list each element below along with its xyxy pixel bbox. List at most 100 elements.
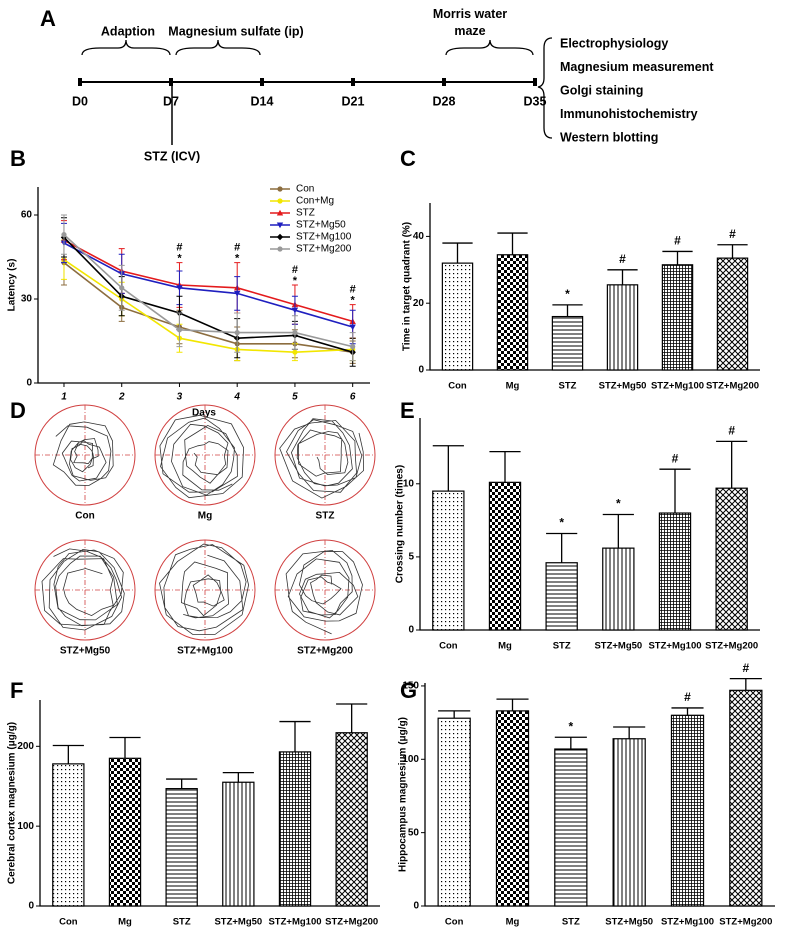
x-tick-label: STZ+Mg200 (325, 917, 378, 928)
day-label: D14 (251, 94, 274, 108)
series-line (63, 239, 353, 323)
marker (292, 330, 298, 336)
bar (335, 732, 368, 907)
swim-track (285, 549, 363, 635)
x-tick-label: 2 (118, 392, 125, 403)
track-label: STZ (316, 511, 335, 522)
significance: * (235, 253, 240, 265)
y-tick-label: 5 (408, 552, 414, 563)
x-tick-label: Con (448, 381, 467, 392)
panel-letter: A (40, 6, 56, 31)
x-tick-label: STZ+Mg50 (599, 381, 647, 392)
x-tick-label: STZ+Mg100 (651, 381, 704, 392)
bar (441, 262, 474, 371)
bar (165, 788, 198, 907)
day-label: D7 (163, 94, 179, 108)
x-tick-label: STZ (559, 381, 577, 392)
marker (276, 222, 284, 229)
day-tick (78, 78, 82, 86)
y-tick-label: 0 (26, 378, 32, 389)
significance: * (351, 295, 356, 307)
y-axis-label: Latency (s) (7, 259, 18, 312)
y-tick-label: 30 (21, 294, 33, 305)
axes (419, 418, 760, 631)
y-tick-label: 100 (402, 754, 419, 765)
brace (445, 39, 534, 56)
series-line (63, 236, 353, 353)
x-tick-label: STZ+Mg50 (214, 917, 262, 928)
error-bar (489, 450, 521, 483)
error-bar (671, 707, 704, 716)
day-label: D28 (433, 94, 456, 108)
error-bar (552, 304, 583, 317)
significance: * (293, 275, 298, 287)
panel-letter: B (10, 146, 26, 171)
series-line (63, 242, 353, 328)
outcome-label: Western blotting (560, 130, 658, 144)
legend-label: STZ (296, 208, 315, 219)
axes (424, 683, 775, 907)
error-bar (432, 445, 464, 492)
significance: # (728, 424, 735, 438)
bar (108, 757, 142, 907)
y-tick-label: 50 (408, 827, 420, 838)
y-tick-label: 40 (413, 231, 425, 242)
track-label: STZ+Mg200 (297, 646, 353, 657)
day-tick (169, 78, 173, 86)
marker (276, 233, 284, 241)
bar (222, 781, 255, 907)
marker (291, 307, 299, 314)
x-tick-label: STZ+Mg100 (268, 917, 321, 928)
series-line (63, 234, 353, 348)
x-tick-label: Con (445, 917, 464, 928)
bar (437, 717, 471, 907)
brace (81, 39, 171, 56)
y-axis-label: Hippocampus magnesium (μg/g) (398, 717, 409, 872)
x-tick-label: STZ+Mg50 (594, 641, 642, 652)
x-tick-label: 4 (233, 392, 240, 403)
bar (715, 487, 748, 631)
track-label: Mg (198, 511, 212, 522)
error-bar (442, 242, 473, 264)
error-bar (729, 677, 762, 691)
marker (350, 344, 356, 350)
bracket (537, 37, 553, 139)
error-bar (607, 269, 638, 285)
x-tick-label: 3 (177, 392, 183, 403)
y-axis-label: Cerebral cortex magnesium (μg/g) (7, 722, 18, 884)
bar (495, 710, 530, 907)
x-tick-label: 5 (292, 392, 298, 403)
phase-label: Morris water maze (432, 7, 508, 38)
x-tick-label: 6 (350, 392, 356, 403)
injection-label: STZ (ICV) (144, 149, 200, 163)
marker (277, 246, 283, 252)
bar (670, 714, 705, 907)
track-label: Con (75, 511, 94, 522)
error-bar (109, 736, 141, 759)
significance: * (568, 719, 573, 733)
bar (716, 257, 749, 371)
x-tick-label: 1 (61, 392, 67, 403)
axes (39, 700, 380, 907)
significance: # (742, 661, 749, 675)
significance: # (176, 242, 182, 254)
bar (545, 562, 578, 631)
swim-track (279, 418, 365, 499)
swim-track (159, 543, 250, 635)
marker (176, 285, 183, 291)
error-bar (336, 703, 368, 733)
bar (551, 315, 584, 371)
marker (292, 349, 298, 355)
marker (176, 327, 183, 333)
significance: # (672, 451, 679, 465)
bar (606, 284, 639, 371)
x-tick-label: STZ (553, 641, 571, 652)
significance: # (619, 252, 626, 266)
bar (554, 748, 588, 907)
bar (729, 689, 763, 907)
panel-letter: F (10, 678, 23, 703)
error-bar (554, 736, 587, 750)
x-tick-label: Con (59, 917, 78, 928)
